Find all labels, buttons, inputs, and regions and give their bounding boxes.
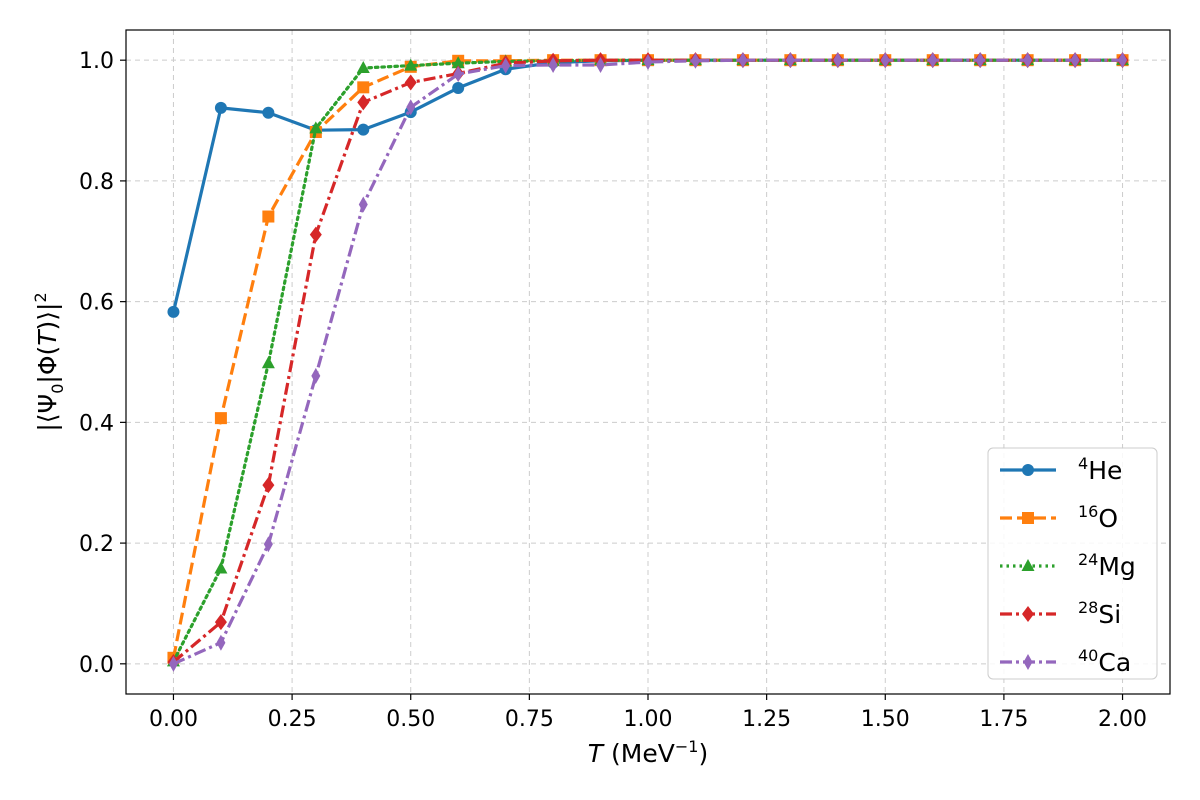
series-line-ca — [172, 58, 1123, 666]
data-point-ca — [311, 367, 321, 384]
legend-element-symbol: Si — [1098, 600, 1121, 629]
legend-label-si: 28Si — [1078, 598, 1121, 629]
legend-mass-number: 28 — [1078, 598, 1098, 617]
data-point-si — [309, 226, 322, 243]
y-axis-label-subscript: 0 — [48, 384, 67, 394]
x-tick-label: 0.75 — [505, 707, 554, 732]
legend-box — [987, 447, 1158, 680]
data-point-ca — [738, 52, 748, 69]
data-point-mg — [309, 121, 323, 134]
y-tick-label: 0.6 — [79, 291, 114, 316]
data-point-ca — [263, 536, 273, 553]
legend-label-ca: 40Ca — [1078, 646, 1131, 677]
data-series — [166, 52, 1130, 672]
legend-element-symbol: He — [1088, 456, 1122, 485]
legend-label-mg: 24Mg — [1078, 550, 1136, 581]
y-axis-label-close: )⟩| — [33, 303, 62, 331]
data-point-si — [214, 614, 227, 631]
y-axis-label-bra: |⟨Ψ — [33, 394, 62, 432]
x-axis-label: T (MeV−1) — [588, 737, 708, 768]
data-point-ca — [596, 57, 606, 74]
data-point-ca — [453, 66, 463, 83]
data-point-he — [167, 305, 180, 318]
data-point-ca — [168, 655, 178, 672]
data-point-ca — [975, 52, 985, 69]
x-tick-label: 1.75 — [979, 707, 1028, 732]
y-axis-label: |⟨Ψ0|Φ(T)⟩|2 — [31, 292, 67, 431]
data-point-o — [262, 210, 275, 223]
legend-label-he: 4He — [1078, 454, 1122, 485]
y-tick-label: 1.0 — [79, 49, 114, 74]
data-point-mg — [261, 356, 275, 369]
y-tick-label: 0.2 — [79, 532, 114, 557]
data-point-ca — [690, 52, 700, 69]
data-point-he — [357, 123, 370, 136]
y-axis-label-superscript: 2 — [31, 292, 50, 302]
legend-element-symbol: Ca — [1098, 648, 1131, 677]
x-tick-label: 0.50 — [386, 707, 435, 732]
legend-mass-number: 16 — [1078, 502, 1098, 521]
data-point-ca — [501, 57, 511, 74]
x-axis-label-var: T — [588, 739, 605, 768]
data-point-si — [262, 477, 275, 494]
data-point-ca — [1023, 52, 1033, 69]
data-point-ca — [1118, 52, 1128, 69]
series-ca — [168, 52, 1128, 672]
x-tick-label: 1.25 — [742, 707, 791, 732]
x-tick-label: 0.25 — [268, 707, 317, 732]
data-point-ca — [785, 52, 795, 69]
data-point-ca — [880, 52, 890, 69]
x-axis-label-unit: (MeV — [603, 739, 675, 768]
legend-label-o: 16O — [1078, 502, 1118, 533]
data-point-si — [404, 74, 417, 91]
legend-marker-mg — [1021, 559, 1035, 571]
data-point-mg — [451, 56, 465, 69]
legend-mass-number: 4 — [1078, 454, 1088, 473]
axis-ticks: 0.00 0.25 0.50 0.75 1.00 1.25 1.50 1.75 2.00 0.0 0… — [79, 49, 1147, 732]
data-point-ca — [928, 52, 938, 69]
legend-element-symbol: O — [1098, 504, 1118, 533]
data-point-he — [452, 81, 465, 94]
data-point-ca — [548, 57, 558, 74]
x-axis-label-close: ) — [698, 739, 708, 768]
legend-mass-number: 40 — [1078, 646, 1098, 665]
y-tick-label: 0.0 — [79, 653, 114, 678]
data-point-o — [214, 412, 227, 425]
data-point-ca — [358, 196, 368, 213]
data-point-he — [262, 106, 275, 119]
x-tick-label: 0.00 — [149, 707, 198, 732]
data-point-ca — [216, 634, 226, 651]
legend-mass-number: 24 — [1078, 550, 1098, 569]
data-point-ca — [643, 53, 653, 70]
data-point-he — [214, 101, 227, 114]
data-point-o — [357, 81, 370, 94]
data-point-mg — [404, 58, 418, 71]
y-tick-label: 0.4 — [79, 411, 114, 436]
data-point-ca — [833, 52, 843, 69]
x-tick-label: 1.00 — [624, 707, 673, 732]
legend-marker-si — [1022, 606, 1034, 622]
data-point-si — [357, 94, 370, 111]
x-tick-label: 1.50 — [861, 707, 910, 732]
legend-marker-ca — [1023, 654, 1033, 670]
data-point-mg — [356, 61, 370, 74]
series-line-si — [172, 58, 1123, 664]
x-tick-label: 2.00 — [1098, 707, 1147, 732]
x-axis-label-exponent: −1 — [675, 737, 699, 756]
y-tick-label: 0.8 — [79, 170, 114, 195]
legend-element-symbol: Mg — [1098, 552, 1135, 581]
legend-marker-he — [1022, 464, 1034, 476]
data-point-ca — [1070, 52, 1080, 69]
data-point-ca — [406, 99, 416, 116]
legend-marker-o — [1022, 512, 1034, 524]
y-axis-label-ket: |Φ( — [33, 346, 62, 384]
data-point-mg — [214, 561, 228, 574]
y-axis-label-var: T — [33, 329, 62, 346]
